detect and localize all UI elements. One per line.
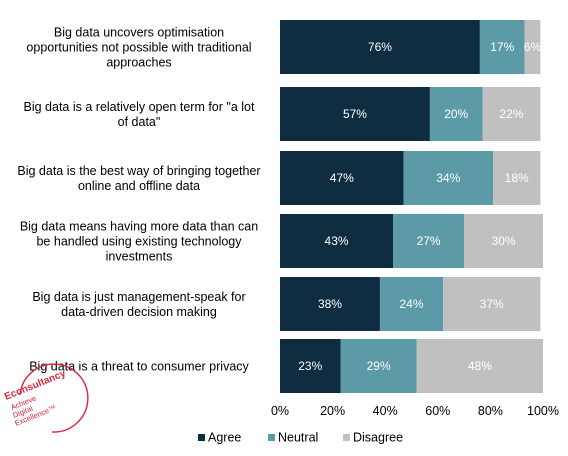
bar-disagree bbox=[482, 87, 541, 141]
legend-item-neutral: Neutral bbox=[268, 431, 318, 445]
bar-disagree bbox=[493, 151, 541, 205]
data-label-disagree: 37% bbox=[480, 297, 504, 311]
x-tick-label: 100% bbox=[527, 404, 559, 418]
data-label-neutral: 17% bbox=[490, 40, 514, 54]
data-label-neutral: 29% bbox=[367, 359, 391, 373]
legend-label: Disagree bbox=[353, 431, 403, 445]
bar-disagree bbox=[443, 277, 541, 331]
x-tick-label: 80% bbox=[478, 404, 503, 418]
category-label: Big data is the best way of bringing tog… bbox=[17, 164, 260, 193]
bar-neutral bbox=[379, 277, 444, 331]
data-label-disagree: 22% bbox=[499, 107, 523, 121]
data-label-disagree: 30% bbox=[492, 234, 516, 248]
data-label-agree: 38% bbox=[318, 297, 342, 311]
bar-disagree bbox=[524, 20, 541, 74]
legend-swatch bbox=[343, 434, 350, 441]
bar-disagree bbox=[464, 214, 543, 268]
x-tick-label: 60% bbox=[425, 404, 450, 418]
data-label-neutral: 24% bbox=[399, 297, 423, 311]
legend-swatch bbox=[198, 434, 205, 441]
bar-agree bbox=[280, 214, 394, 268]
data-label-neutral: 34% bbox=[436, 171, 460, 185]
bar-agree bbox=[280, 87, 430, 141]
bar-neutral bbox=[479, 20, 525, 74]
data-label-neutral: 27% bbox=[417, 234, 441, 248]
category-label: Big data means having more data than can… bbox=[20, 220, 258, 264]
x-tick-label: 20% bbox=[320, 404, 345, 418]
x-tick-label: 40% bbox=[373, 404, 398, 418]
data-label-neutral: 20% bbox=[444, 107, 468, 121]
bar-agree bbox=[280, 277, 380, 331]
x-tick-label: 0% bbox=[271, 404, 289, 418]
bar-neutral bbox=[340, 339, 417, 393]
legend-label: Agree bbox=[208, 431, 241, 445]
legend-item-agree: Agree bbox=[198, 431, 241, 445]
bar-disagree bbox=[416, 339, 543, 393]
category-label: Big data is just management-speak for dat… bbox=[32, 290, 245, 319]
bar-agree bbox=[280, 151, 404, 205]
category-label: Big data uncovers optimisation opportunit… bbox=[26, 26, 251, 70]
data-label-agree: 57% bbox=[343, 107, 367, 121]
legend-label: Neutral bbox=[278, 431, 318, 445]
data-label-agree: 23% bbox=[298, 359, 322, 373]
data-label-agree: 43% bbox=[325, 234, 349, 248]
bar-agree bbox=[280, 20, 480, 74]
bar-neutral bbox=[429, 87, 483, 141]
bar-neutral bbox=[393, 214, 465, 268]
data-label-disagree: 18% bbox=[505, 171, 529, 185]
bar-agree bbox=[280, 339, 341, 393]
legend-swatch bbox=[268, 434, 275, 441]
bar-neutral bbox=[403, 151, 494, 205]
data-label-disagree: 48% bbox=[468, 359, 492, 373]
legend-item-disagree: Disagree bbox=[343, 431, 403, 445]
data-label-agree: 47% bbox=[330, 171, 354, 185]
category-label: Big data is a relatively open term for "… bbox=[24, 100, 255, 129]
data-label-disagree: 6% bbox=[524, 40, 542, 54]
category-label: Big data is a threat to consumer privacy bbox=[29, 360, 249, 374]
data-label-agree: 76% bbox=[368, 40, 392, 54]
